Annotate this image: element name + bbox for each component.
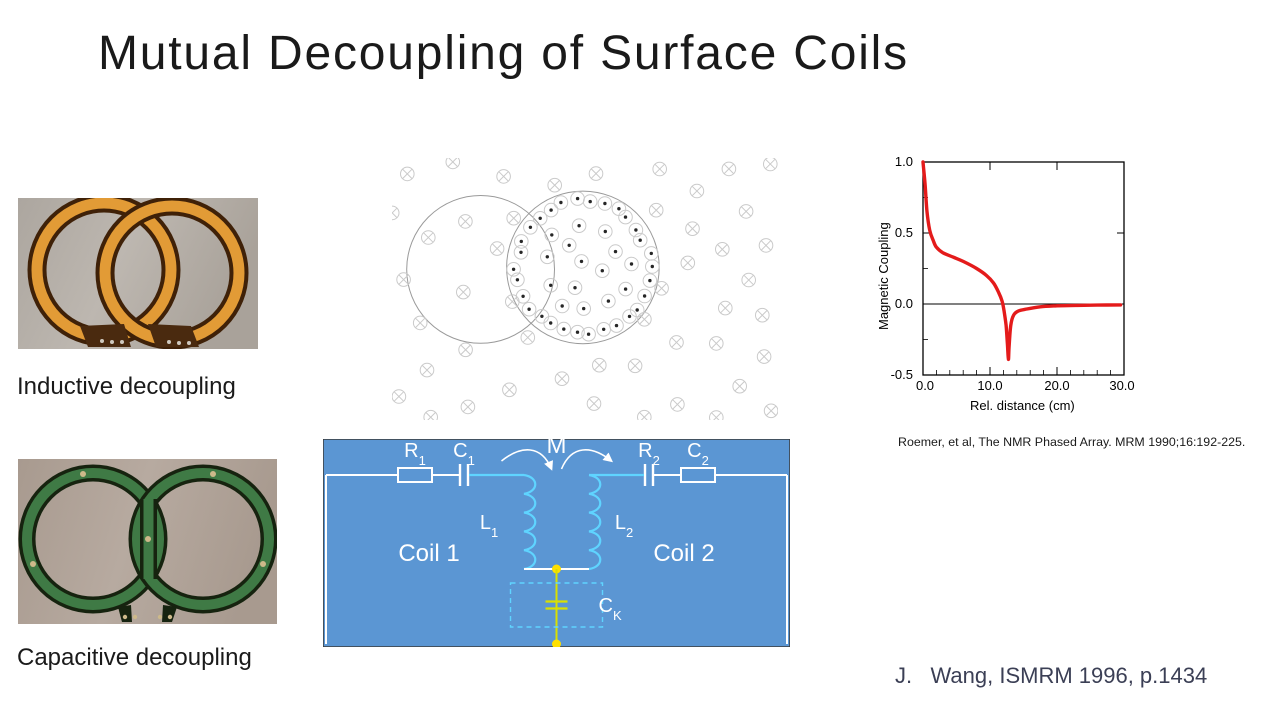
svg-text:M: M (547, 439, 567, 459)
svg-text:-0.5: -0.5 (891, 367, 913, 382)
svg-text:20.0: 20.0 (1044, 378, 1069, 393)
svg-text:30.0: 30.0 (1109, 378, 1134, 393)
svg-text:Coil 2: Coil 2 (653, 540, 714, 567)
svg-text:10.0: 10.0 (977, 378, 1002, 393)
svg-text:Coil 1: Coil 1 (398, 540, 459, 567)
svg-text:0.0: 0.0 (916, 378, 934, 393)
svg-text:0.5: 0.5 (895, 225, 913, 240)
svg-text:1.0: 1.0 (895, 157, 913, 169)
svg-text:0.0: 0.0 (895, 296, 913, 311)
